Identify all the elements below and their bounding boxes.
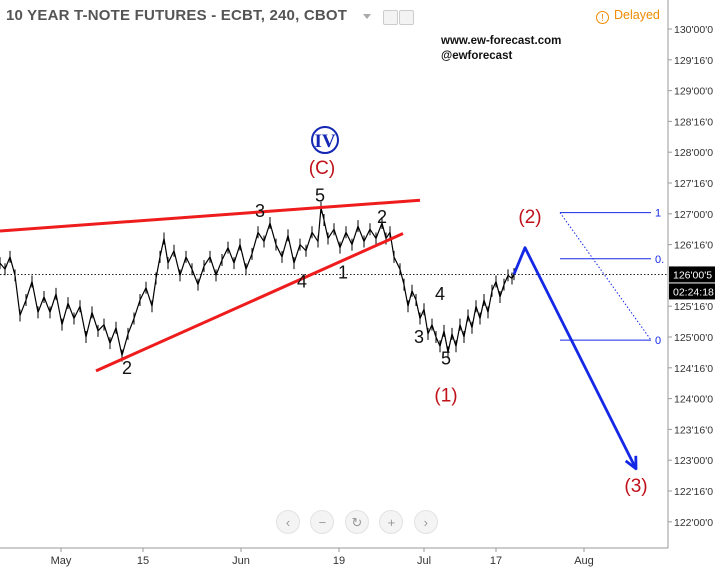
time-tick-label: 19 <box>333 555 345 567</box>
price-tick-label: 128'00'0 <box>674 147 713 159</box>
time-tick-label: 17 <box>490 555 502 567</box>
time-tick-label: Jul <box>417 555 431 567</box>
wave-label: 4 <box>435 284 445 304</box>
price-tick-label: 130'00'0 <box>674 24 713 36</box>
price-tick-label: 126'16'0 <box>674 240 713 252</box>
price-series-line <box>0 207 515 356</box>
zoom-out-button[interactable]: − <box>310 510 335 534</box>
price-tick-label: 127'00'0 <box>674 209 713 221</box>
countdown-box <box>669 283 715 300</box>
time-tick-label: 15 <box>137 555 149 567</box>
wave-circle <box>311 126 339 155</box>
wave-label: (3) <box>624 476 647 497</box>
fib-level-label: 0 <box>655 335 661 347</box>
last-price-label: 126'00'5 <box>673 269 712 281</box>
projection-arrowhead <box>624 455 638 471</box>
price-tick-label: 122'00'0 <box>674 517 713 529</box>
price-tick-label: 122'16'0 <box>674 486 713 498</box>
reset-button[interactable]: ↻ <box>344 510 369 534</box>
wave-label: 5 <box>315 185 325 205</box>
fib-diagonal-line <box>559 212 652 341</box>
fib-level-label: 0. <box>655 254 664 266</box>
watermark-handle: @ewforecast <box>441 50 513 62</box>
chart-title: 10 YEAR T-NOTE FUTURES - ECBT, 240, CBOT <box>6 7 348 24</box>
wave-label: (C) <box>309 158 335 179</box>
chevron-right-icon: › <box>423 515 428 530</box>
price-tick-label: 127'16'0 <box>674 178 713 190</box>
wave-label: 5 <box>441 349 451 369</box>
projection-path <box>512 246 638 470</box>
chevron-left-icon: ‹ <box>285 515 291 530</box>
time-tick-label: Jun <box>232 555 250 567</box>
price-tick-label: 124'16'0 <box>674 363 713 375</box>
wave-label: (2) <box>518 207 541 228</box>
chart-nav-bar: ‹ − ↻ + › <box>276 510 444 534</box>
price-tick-label: 125'00'0 <box>674 332 713 344</box>
status-label: Delayed <box>614 8 660 22</box>
trend-line-upper <box>0 198 421 233</box>
wave-label: 3 <box>255 201 265 221</box>
zoom-in-button[interactable]: + <box>379 510 404 534</box>
wave-label: 2 <box>377 207 387 227</box>
watermark-site: www.ew-forecast.com <box>441 35 562 47</box>
wave-label: 4 <box>297 272 307 292</box>
wave-label: 3 <box>414 327 424 347</box>
time-tick-label: May <box>51 555 72 567</box>
wave-label: (1) <box>434 386 457 407</box>
price-tick-label: 123'16'0 <box>674 424 713 436</box>
zoom-out-icon: − <box>318 515 327 530</box>
fib-level-label: 1 <box>655 208 661 220</box>
price-tick-label: 123'00'0 <box>674 455 713 467</box>
zoom-in-icon: + <box>387 515 396 530</box>
scroll-left-button[interactable]: ‹ <box>276 510 300 534</box>
price-tick-label: 129'16'0 <box>674 55 713 67</box>
fullscreen-icon[interactable] <box>399 10 414 25</box>
time-tick-label: Aug <box>574 555 594 567</box>
countdown-label: 02:24:18 <box>673 286 714 298</box>
price-tick-label: 124'00'0 <box>674 394 713 406</box>
price-tick-label: 125'16'0 <box>674 301 713 313</box>
clock-icon: ! <box>596 11 609 24</box>
reset-icon: ↻ <box>351 515 363 530</box>
scroll-right-button[interactable]: › <box>413 510 438 534</box>
status-badge: ! Delayed <box>596 8 660 24</box>
settings-icon[interactable] <box>383 10 398 25</box>
last-price-box <box>669 266 715 283</box>
symbol-dropdown-icon[interactable] <box>363 14 371 19</box>
wave-label: 1 <box>338 262 348 282</box>
price-tick-label: 128'16'0 <box>674 116 713 128</box>
watermark: www.ew-forecast.com @ewforecast <box>441 34 561 64</box>
wave-label: 2 <box>122 358 132 378</box>
trend-line-lower <box>95 232 404 373</box>
wave-label-circled: IV <box>314 131 335 152</box>
price-tick-label: 129'00'0 <box>674 86 713 98</box>
